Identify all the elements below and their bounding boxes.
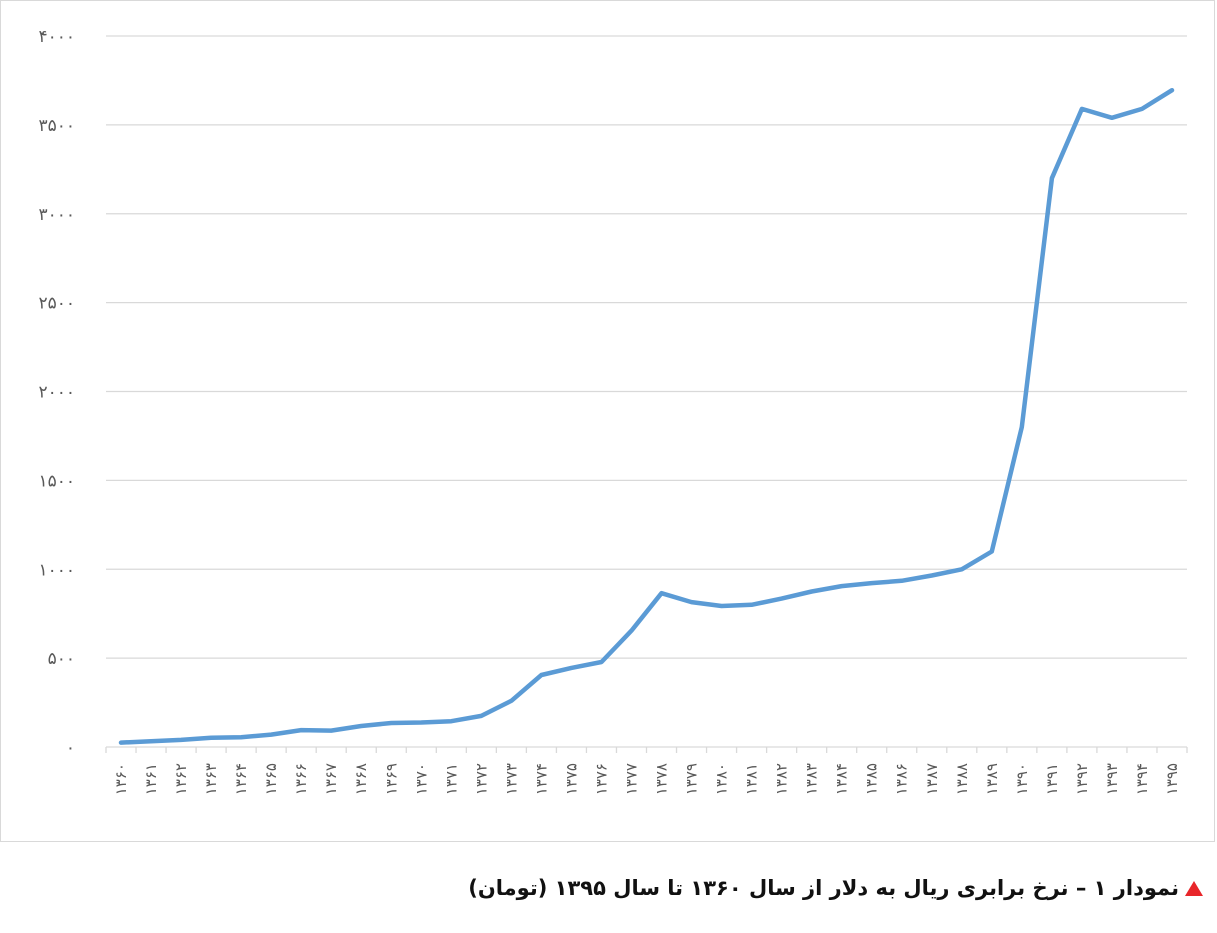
x-tick-label: ۱۳۷۱ bbox=[442, 763, 460, 795]
y-tick-label: ۲۵۰۰ bbox=[38, 294, 75, 314]
x-tick-label: ۱۳۶۴ bbox=[232, 763, 250, 795]
x-tick-label: ۱۳۶۳ bbox=[202, 763, 220, 795]
x-tick-label: ۱۳۷۰ bbox=[412, 763, 430, 795]
x-tick-label: ۱۳۷۶ bbox=[592, 763, 610, 795]
grid-lines bbox=[106, 35, 1187, 748]
y-tick-label: ۴۰۰۰ bbox=[38, 27, 75, 47]
x-tick-label: ۱۳۶۶ bbox=[292, 763, 310, 795]
x-tick-label: ۱۳۷۲ bbox=[472, 763, 490, 795]
x-axis-tick-labels: ۱۳۶۰ ۱۳۶۱ ۱۳۶۲ ۱۳۶۳ ۱۳۶۴ ۱۳۶۵ ۱۳۶۶ ۱۳۶۷ ۱۳۶۸ ۱۳۶۹… bbox=[112, 763, 1181, 795]
x-tick-label: ۱۳۸۲ bbox=[773, 763, 791, 795]
triangle-up-icon bbox=[1185, 880, 1203, 896]
x-tick-label: ۱۳۶۷ bbox=[322, 763, 340, 795]
x-tick-label: ۱۳۶۰ bbox=[112, 763, 130, 795]
x-tick-label: ۱۳۹۰ bbox=[1013, 763, 1031, 795]
x-tick-label: ۱۳۷۴ bbox=[532, 763, 550, 795]
y-tick-label: ۰ bbox=[66, 738, 75, 758]
x-tick-label: ۱۳۸۴ bbox=[833, 763, 851, 795]
x-tick-label: ۱۳۸۹ bbox=[983, 763, 1001, 795]
series-line bbox=[118, 87, 1175, 745]
x-tick-label: ۱۳۸۳ bbox=[803, 763, 821, 795]
x-tick-label: ۱۳۸۸ bbox=[953, 763, 971, 795]
x-tick-label: ۱۳۹۵ bbox=[1163, 763, 1181, 795]
x-tick-label: ۱۳۹۲ bbox=[1073, 763, 1091, 795]
x-tick-label: ۱۳۸۷ bbox=[923, 763, 941, 795]
x-tick-label: ۱۳۶۹ bbox=[382, 763, 400, 795]
x-tick-label: ۱۳۸۵ bbox=[863, 763, 881, 795]
x-tick-label: ۱۳۶۸ bbox=[352, 763, 370, 795]
x-tick-label: ۱۳۸۶ bbox=[893, 763, 911, 795]
y-tick-label: ۱۵۰۰ bbox=[38, 471, 75, 491]
y-axis-tick-labels: ۰ ۵۰۰ ۱۰۰۰ ۱۵۰۰ ۲۰۰۰ ۲۵۰۰ ۳۰۰۰ ۳۵۰۰ ۴۰۰۰ bbox=[38, 27, 75, 758]
y-tick-label: ۳۵۰۰ bbox=[38, 116, 75, 136]
caption-text: نمودار ۱ – نرخ برابری ریال به دلار از سا… bbox=[468, 876, 1179, 900]
y-tick-label: ۱۰۰۰ bbox=[38, 560, 75, 580]
x-tick-label: ۱۳۷۳ bbox=[502, 763, 520, 795]
chart-caption: نمودار ۱ – نرخ برابری ریال به دلار از سا… bbox=[468, 876, 1203, 900]
x-tick-label: ۱۳۹۱ bbox=[1043, 763, 1061, 795]
x-tick-label: ۱۳۶۵ bbox=[262, 763, 280, 795]
x-tick-label: ۱۳۷۸ bbox=[653, 763, 671, 795]
x-axis-tick-marks bbox=[105, 747, 1188, 753]
x-tick-label: ۱۳۹۴ bbox=[1133, 763, 1151, 795]
y-tick-label: ۵۰۰ bbox=[48, 649, 75, 669]
x-tick-label: ۱۳۸۰ bbox=[713, 763, 731, 795]
x-tick-label: ۱۳۷۵ bbox=[562, 763, 580, 795]
x-tick-label: ۱۳۸۱ bbox=[743, 763, 761, 795]
x-tick-label: ۱۳۷۹ bbox=[683, 763, 701, 795]
chart-frame: ۰ ۵۰۰ ۱۰۰۰ ۱۵۰۰ ۲۰۰۰ ۲۵۰۰ ۳۰۰۰ ۳۵۰۰ ۴۰۰۰ ۱۳۶۰ ۱۳۶… bbox=[0, 0, 1215, 842]
x-tick-label: ۱۳۷۷ bbox=[622, 763, 640, 795]
y-tick-label: ۲۰۰۰ bbox=[38, 383, 75, 403]
x-tick-label: ۱۳۹۳ bbox=[1103, 763, 1121, 795]
x-tick-label: ۱۳۶۱ bbox=[142, 763, 160, 795]
x-tick-label: ۱۳۶۲ bbox=[172, 763, 190, 795]
y-tick-label: ۳۰۰۰ bbox=[38, 205, 75, 225]
